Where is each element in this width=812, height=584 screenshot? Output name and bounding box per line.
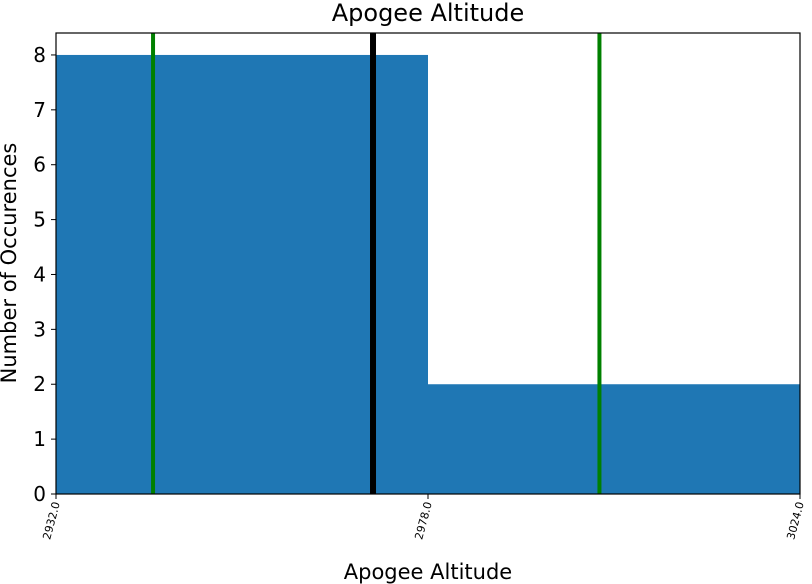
x-tick-label-0: 2932.0	[40, 500, 63, 541]
axes-layer: 0 1 2 3 4 5 6 7 8 2932.0 2978.0 3024.0	[33, 32, 807, 541]
y-tick-label-6: 6	[33, 153, 46, 177]
y-axis-label: Number of Occurences	[0, 143, 21, 384]
y-tick-label-0: 0	[33, 482, 46, 506]
x-tick-label-2: 3024.0	[784, 500, 807, 541]
y-tick-label-2: 2	[33, 372, 46, 396]
x-axis-label: Apogee Altitude	[344, 560, 512, 584]
y-tick-label-1: 1	[33, 427, 46, 451]
chart-title: Apogee Altitude	[332, 0, 525, 27]
reference-lines-layer	[151, 33, 602, 494]
bars-layer	[56, 54, 800, 494]
histogram-bar-1	[428, 384, 800, 494]
histogram-bar-0	[56, 54, 428, 494]
y-tick-label-3: 3	[33, 317, 46, 341]
y-tick-label-7: 7	[33, 98, 46, 122]
y-tick-label-4: 4	[33, 262, 46, 286]
y-tick-label-5: 5	[33, 208, 46, 232]
x-tick-label-1: 2978.0	[412, 500, 435, 541]
y-tick-label-8: 8	[33, 43, 46, 67]
